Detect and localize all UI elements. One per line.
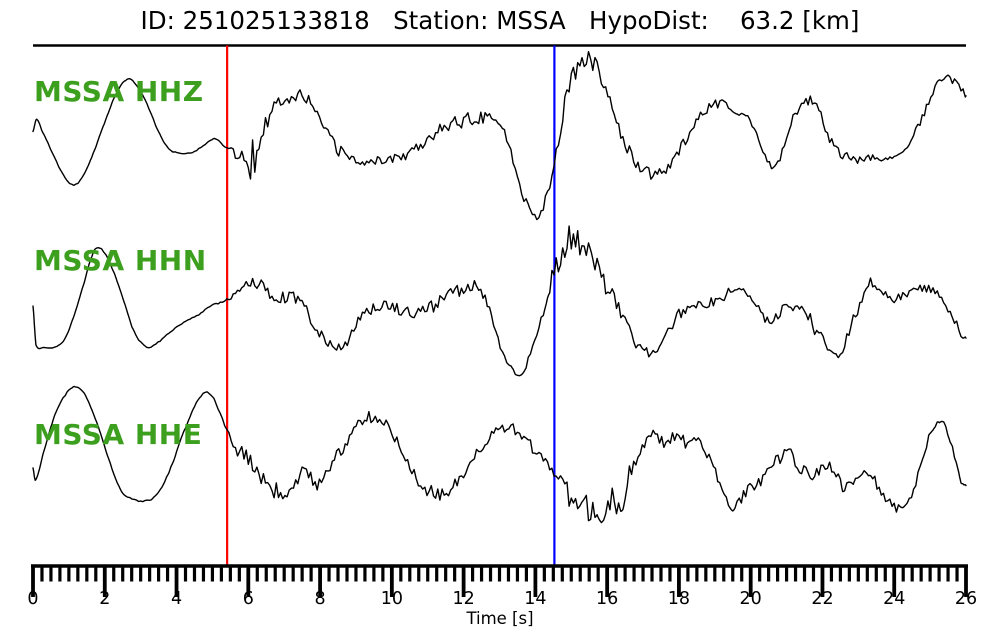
axis-tick-label: 12 [452,589,475,609]
trace-label-hhn: MSSA HHN [34,244,207,277]
waveform-hhe [32,385,967,524]
axis-tick-label: 26 [954,589,978,609]
axis-tick-label: 16 [596,589,619,609]
figure-title: ID: 251025133818 Station: MSSA HypoDist:… [140,6,860,35]
time-axis-label: Time [s] [466,609,534,628]
axis-tick-label: 2 [99,589,111,609]
axis-tick-label: 20 [739,589,762,609]
axis-tick-label: 24 [883,589,906,609]
axis-tick-label: 4 [170,589,183,609]
axis-tick-label: 22 [811,589,834,609]
trace-label-hhz: MSSA HHZ [34,75,204,108]
axis-tick-label: 0 [27,589,39,609]
axis-tick-label: 10 [380,589,403,609]
trace-label-hhe: MSSA HHE [34,418,203,451]
axis-tick-label: 6 [242,589,254,609]
waveform-hhn [32,225,967,377]
waveform-hhz [32,51,967,221]
axis-tick-label: 18 [667,589,691,609]
axis-tick-label: 8 [314,589,326,609]
axis-tick-label: 14 [524,589,547,609]
